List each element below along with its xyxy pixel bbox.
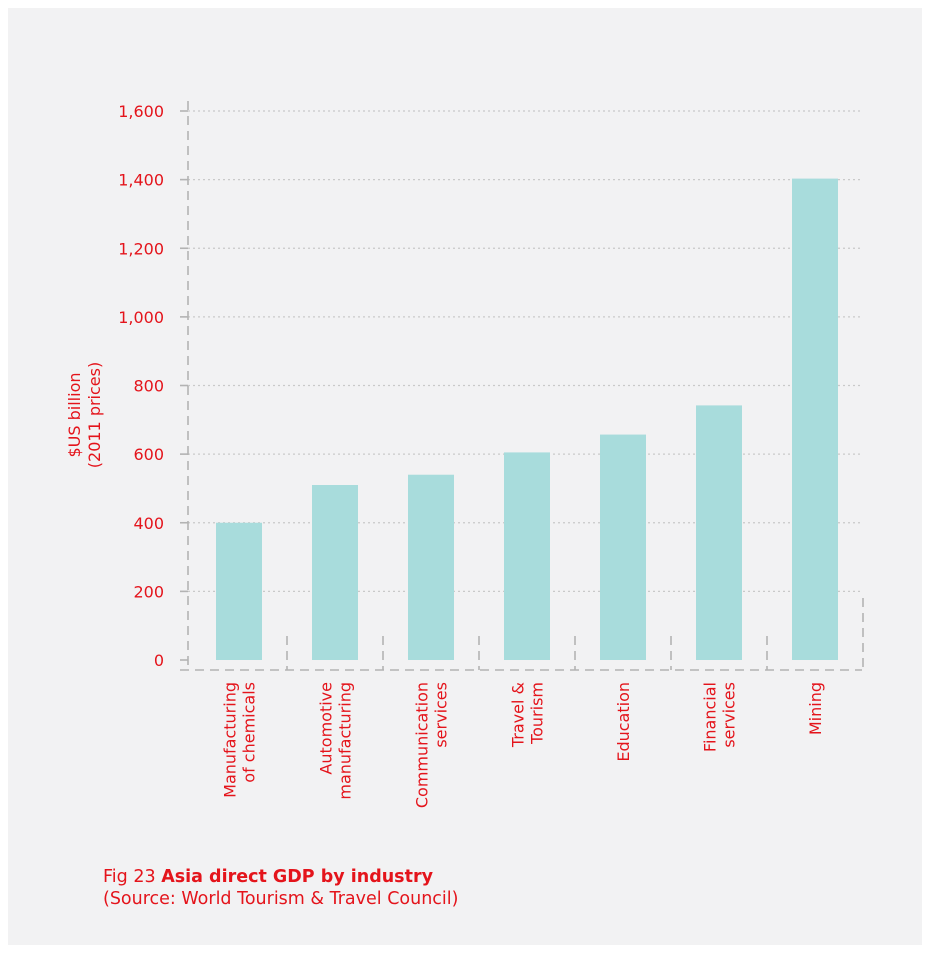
category-label-line: services <box>720 682 739 748</box>
category-label: Mining <box>806 682 825 735</box>
y-axis-title-line: (2011 prices) <box>85 362 104 468</box>
bar <box>504 452 550 660</box>
y-tick-label: 1,000 <box>118 308 164 327</box>
category-label-line: Financial <box>701 682 720 752</box>
y-tick-label: 400 <box>133 514 164 533</box>
category-label: Travel &Tourism <box>509 682 547 748</box>
y-tick-label: 0 <box>154 651 164 670</box>
category-label-line: Tourism <box>528 682 547 745</box>
category-label-line: services <box>432 682 451 748</box>
bar <box>408 474 454 660</box>
y-axis-title: $US billion(2011 prices) <box>65 362 104 468</box>
bar <box>696 405 742 660</box>
y-tick-label: 1,400 <box>118 171 164 190</box>
bar <box>312 485 358 660</box>
category-label-line: of chemicals <box>240 682 259 783</box>
category-label: Education <box>614 682 633 762</box>
category-label: Financialservices <box>701 682 739 752</box>
category-label: Communicationservices <box>413 682 451 808</box>
figure-label: Fig 23 <box>103 867 156 887</box>
category-label-line: Education <box>614 682 633 762</box>
figure-caption: Fig 23 Asia direct GDP by industry (Sour… <box>103 866 458 910</box>
y-tick-label: 1,200 <box>118 239 164 258</box>
figure-title: Asia direct GDP by industry <box>161 867 434 887</box>
category-label-line: Manufacturing <box>221 682 240 798</box>
category-label: Manufacturingof chemicals <box>221 682 259 798</box>
category-label-line: Travel & <box>509 682 528 748</box>
chart-panel <box>8 8 922 945</box>
y-tick-label: 1,600 <box>118 102 164 121</box>
bar <box>600 434 646 660</box>
bar <box>216 522 262 660</box>
bar <box>792 178 838 660</box>
figure-source: (Source: World Tourism & Travel Council) <box>103 889 459 909</box>
category-label: Automotivemanufacturing <box>317 682 355 800</box>
y-tick-label: 600 <box>133 445 164 464</box>
category-label-line: manufacturing <box>336 682 355 800</box>
y-tick-label: 200 <box>133 582 164 601</box>
category-label-line: Communication <box>413 682 432 808</box>
category-label-line: Mining <box>806 682 825 735</box>
category-label-line: Automotive <box>317 682 336 775</box>
y-axis-title-line: $US billion <box>65 373 84 458</box>
y-tick-label: 800 <box>133 377 164 396</box>
